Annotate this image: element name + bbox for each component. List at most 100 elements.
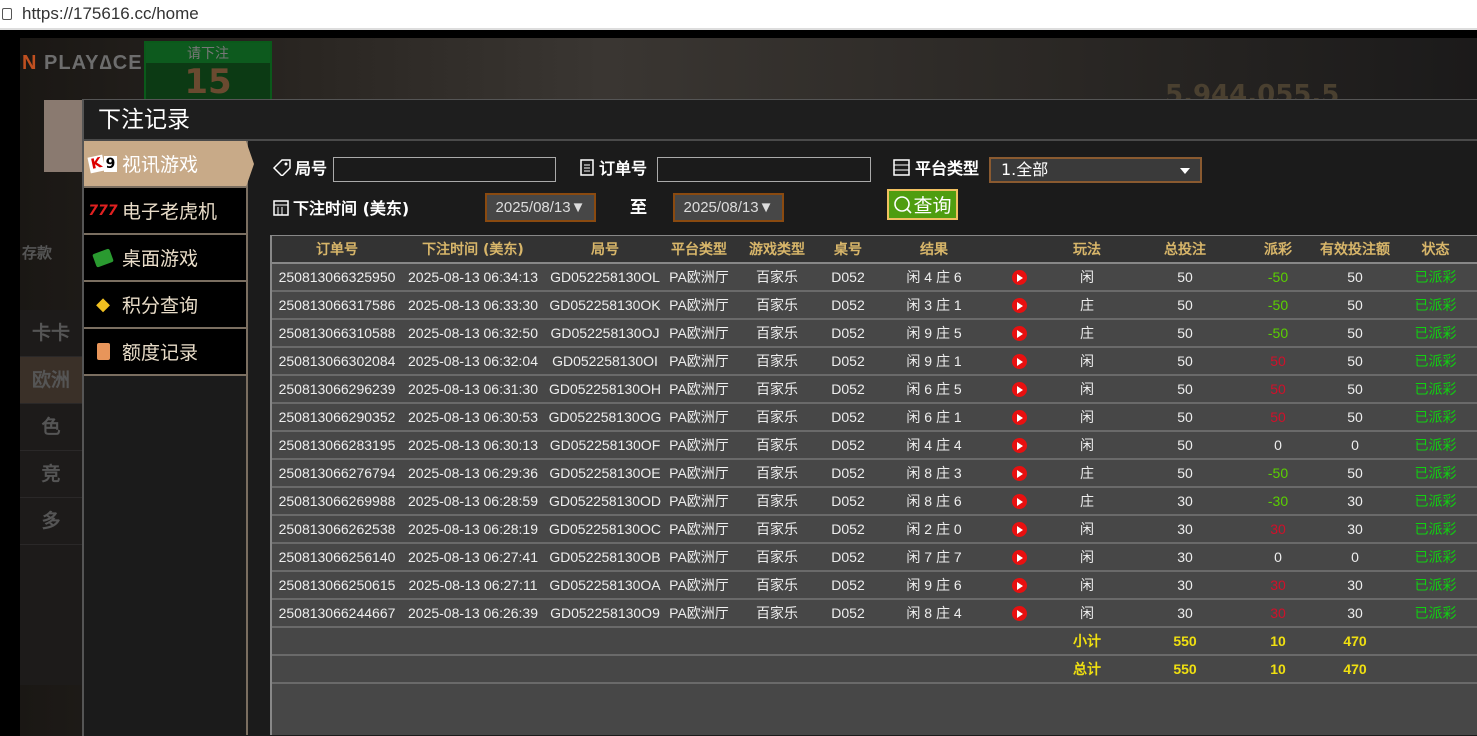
play-video-icon[interactable] — [1011, 298, 1027, 314]
table-row: 250813066290352 2025-08-13 06:30:53 GD0522… — [272, 403, 1477, 432]
round-no-cell: GD052258130OE — [544, 459, 666, 488]
platform-label: 平台类型 — [892, 155, 979, 179]
table-no-cell: D052 — [822, 543, 874, 572]
url-text[interactable]: https://175616.cc/home — [22, 4, 199, 23]
play-video-icon[interactable] — [1011, 494, 1027, 510]
empty-cell — [874, 627, 994, 656]
empty-cell — [732, 627, 822, 656]
bet-type-cell: 庄 — [1044, 291, 1130, 320]
bet-type-cell: 闲 — [1044, 599, 1130, 628]
bet-type-cell: 闲 — [1044, 431, 1130, 460]
game-type-cell: 百家乐 — [732, 459, 822, 488]
table-row: 250813066269988 2025-08-13 06:28:59 GD0522… — [272, 487, 1477, 516]
platform-select[interactable]: 1.全部 — [989, 157, 1202, 183]
label-cell: 小计 — [1044, 627, 1130, 656]
bet-type-cell: 庄 — [1044, 487, 1130, 516]
game-type-cell: 百家乐 — [732, 347, 822, 376]
table-no-cell: D052 — [822, 347, 874, 376]
bet-time-cell: 2025-08-13 06:27:11 — [402, 571, 544, 600]
avatar — [44, 100, 82, 172]
payout-cell: 0 — [1240, 543, 1316, 572]
play-video-icon[interactable] — [1011, 326, 1027, 342]
empty-cell — [822, 655, 874, 684]
side-item[interactable]: 色 — [20, 404, 82, 451]
date-from-picker[interactable]: 2025/08/13▼ — [485, 193, 596, 222]
play-video-icon[interactable] — [1011, 438, 1027, 454]
round-no-cell: GD052258130OI — [544, 347, 666, 376]
order-no-cell: 250813066325950 — [272, 263, 402, 292]
side-item[interactable]: 多 — [20, 498, 82, 545]
side-item[interactable]: 竞 — [20, 451, 82, 498]
order-input[interactable] — [657, 157, 871, 182]
bet-prompt: 请下注 — [146, 43, 270, 63]
deposit-link[interactable]: 存款 — [22, 244, 53, 262]
menu-item-points[interactable]: ◆ 积分查询 — [84, 282, 246, 329]
menu-label: 桌面游戏 — [122, 248, 199, 270]
total-bet-cell: 30 — [1130, 543, 1240, 572]
menu-item-credit-records[interactable]: 额度记录 — [84, 329, 246, 376]
bet-type-cell: 闲 — [1044, 571, 1130, 600]
table-no-cell: D052 — [822, 375, 874, 404]
table-row: 250813066310588 2025-08-13 06:32:50 GD0522… — [272, 319, 1477, 348]
play-video-icon[interactable] — [1011, 578, 1027, 594]
menu-label: 额度记录 — [122, 342, 199, 364]
table-row: 250813066325950 2025-08-13 06:34:13 GD0522… — [272, 263, 1477, 292]
game-type-cell: 百家乐 — [732, 319, 822, 348]
bet-time-cell: 2025-08-13 06:27:41 — [402, 543, 544, 572]
play-video-icon[interactable] — [1011, 354, 1027, 370]
game-type-cell: 百家乐 — [732, 403, 822, 432]
menu-label: 电子老虎机 — [122, 201, 218, 223]
search-icon — [894, 195, 913, 214]
game-type-cell: 百家乐 — [732, 487, 822, 516]
platform-cell: PA欧洲厅 — [666, 543, 732, 572]
column-header — [994, 236, 1044, 264]
play-video-icon[interactable] — [1011, 382, 1027, 398]
empty-cell — [1394, 627, 1477, 656]
platform-cell: PA欧洲厅 — [666, 291, 732, 320]
menu-label: 视讯游戏 — [122, 154, 199, 176]
status-cell: 已派彩 — [1394, 515, 1477, 544]
date-to-picker[interactable]: 2025/08/13▼ — [673, 193, 784, 222]
empty-cell — [874, 655, 994, 684]
bet-time-cell: 2025-08-13 06:33:30 — [402, 291, 544, 320]
video-cell — [994, 571, 1044, 600]
play-video-icon[interactable] — [1011, 410, 1027, 426]
play-video-icon[interactable] — [1011, 550, 1027, 566]
bet-type-cell: 闲 — [1044, 263, 1130, 292]
payout-cell: -50 — [1240, 291, 1316, 320]
status-cell: 已派彩 — [1394, 347, 1477, 376]
total-row: 总计 550 10 470 — [272, 655, 1477, 684]
subtotal-row: 小计 550 10 470 — [272, 627, 1477, 656]
menu-item-slots[interactable]: 777 电子老虎机 — [84, 188, 246, 235]
result-cell: 闲 8 庄 4 — [874, 599, 994, 628]
valid-bet-cell: 50 — [1316, 291, 1394, 320]
bet-type-cell: 闲 — [1044, 375, 1130, 404]
empty-cell — [994, 655, 1044, 684]
order-no-cell: 250813066276794 — [272, 459, 402, 488]
bet-time-cell: 2025-08-13 06:30:13 — [402, 431, 544, 460]
side-item[interactable]: 欧洲 — [20, 357, 82, 404]
play-video-icon[interactable] — [1011, 466, 1027, 482]
column-header: 订单号 — [272, 236, 402, 264]
menu-item-table-games[interactable]: 桌面游戏 — [84, 235, 246, 282]
bet-record-table: 订单号 下注时间 (美东) 局号 平台类型 游戏类型 桌号 结果 玩法 总投注 派彩 有效投注额 状态… — [270, 235, 1477, 735]
column-header: 状态 — [1394, 236, 1477, 264]
platform-cell: PA欧洲厅 — [666, 515, 732, 544]
bet-countdown: 请下注 15 — [144, 41, 272, 101]
side-item[interactable]: 卡卡 — [20, 310, 82, 357]
play-video-icon[interactable] — [1011, 606, 1027, 622]
play-video-icon[interactable] — [1011, 270, 1027, 286]
valid-bet-cell: 30 — [1316, 599, 1394, 628]
play-video-icon[interactable] — [1011, 522, 1027, 538]
video-cell — [994, 319, 1044, 348]
round-input[interactable] — [333, 157, 556, 182]
column-header: 结果 — [874, 236, 994, 264]
browser-address-bar[interactable]: https://175616.cc/home — [0, 0, 1477, 30]
order-no-cell: 250813066302084 — [272, 347, 402, 376]
total-bet-cell: 50 — [1130, 403, 1240, 432]
query-button[interactable]: 查询 — [887, 189, 958, 220]
empty-cell — [272, 655, 402, 684]
